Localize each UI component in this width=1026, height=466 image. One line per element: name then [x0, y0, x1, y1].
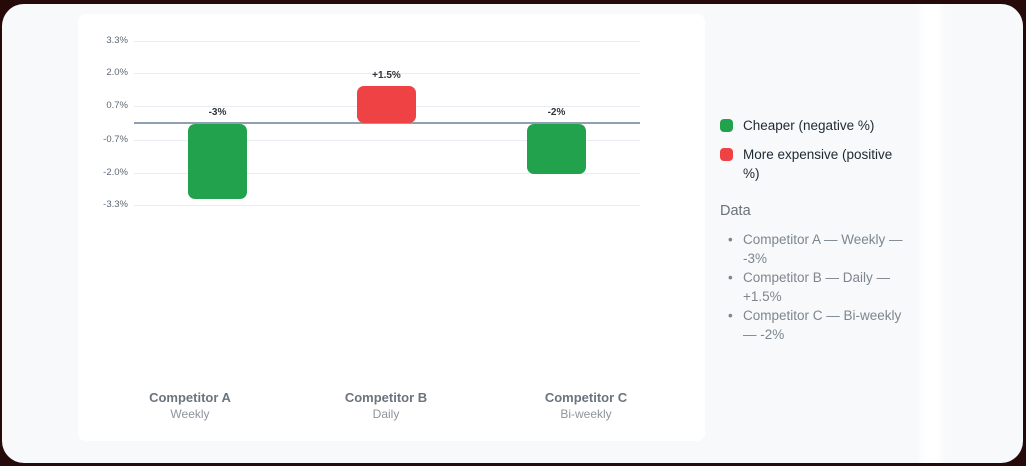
legend-label: More expensive (positive %) [743, 147, 893, 181]
zero-axis-line [134, 122, 640, 124]
bar-value-label: -3% [208, 107, 227, 118]
legend-item-cheaper: Cheaper (negative %) [720, 116, 912, 135]
data-list: Competitor A — Weekly — -3%Competitor B … [720, 230, 912, 344]
bar-value-label: -2% [547, 107, 566, 118]
y-axis-tick-label: 2.0% [106, 67, 128, 79]
background-highlight-strip [916, 4, 946, 463]
bar-value-label: +1.5% [372, 69, 401, 81]
gridline [134, 73, 640, 75]
bar-competitor-b[interactable] [357, 85, 416, 123]
legend-label: Cheaper (negative %) [743, 118, 875, 133]
category-name: Competitor B [344, 390, 428, 405]
gridline [134, 40, 640, 42]
gridline [134, 140, 640, 142]
category-label: Competitor A Weekly [149, 390, 231, 423]
chart-legend: Cheaper (negative %) More expensive (pos… [720, 116, 912, 344]
category-sublabel: Weekly [170, 407, 210, 421]
category-label: Competitor B Daily [345, 390, 427, 423]
data-heading: Data [720, 203, 751, 219]
y-axis-tick-label: -2.0% [103, 166, 128, 178]
gridline [134, 172, 640, 174]
y-axis-tick-label: -3.3% [103, 199, 128, 211]
gridline [134, 205, 640, 207]
category-name: Competitor C [544, 390, 628, 405]
red-square-swatch [720, 148, 733, 161]
category-name: Competitor A [149, 390, 231, 405]
data-list-item: Competitor A — Weekly — -3% [728, 230, 912, 268]
category-sublabel: Bi-weekly [560, 407, 612, 421]
category-label: Competitor C Bi-weekly [545, 390, 627, 423]
card: 3.3% 2.0% 0.7% -0.7% -2.0% -3.3% -3% Competitor… [2, 4, 1023, 463]
y-axis-tick-label: 0.7% [106, 99, 128, 111]
green-square-swatch [720, 119, 733, 132]
chart-panel: 3.3% 2.0% 0.7% -0.7% -2.0% -3.3% -3% Competitor… [78, 14, 705, 441]
chart-plot: 3.3% 2.0% 0.7% -0.7% -2.0% -3.3% -3% Competitor… [78, 14, 705, 441]
y-axis-tick-label: 3.3% [106, 34, 128, 46]
bar-competitor-c[interactable] [527, 124, 586, 174]
data-list-item: Competitor B — Daily — +1.5% [728, 268, 912, 306]
bar-competitor-a[interactable] [188, 124, 247, 199]
category-sublabel: Daily [372, 407, 400, 421]
legend-item-more-expensive: More expensive (positive %) [720, 145, 912, 183]
data-list-item: Competitor C — Bi-weekly — -2% [728, 306, 912, 344]
y-axis-tick-label: -0.7% [103, 134, 128, 146]
